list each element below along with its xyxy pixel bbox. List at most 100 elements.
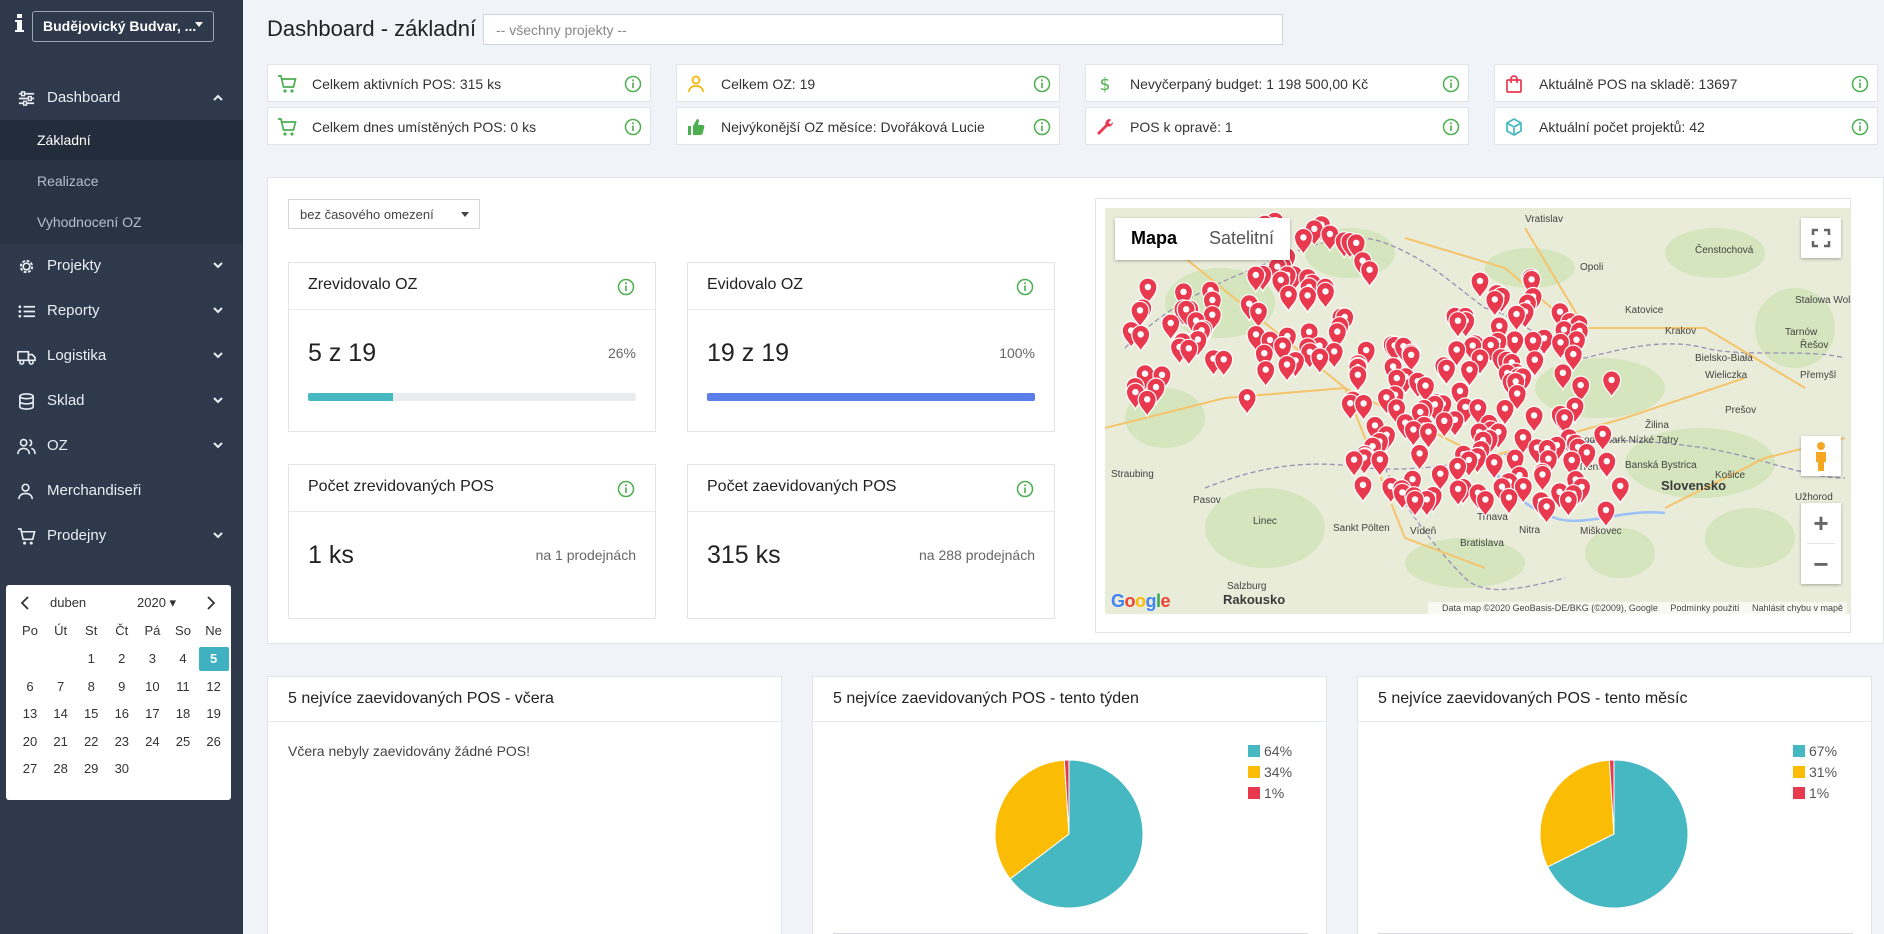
calendar-day[interactable]: 3 [148, 651, 156, 666]
nav-prodejny[interactable]: Prodejny [0, 514, 243, 559]
map-marker[interactable] [1577, 442, 1597, 472]
map-marker[interactable] [1401, 345, 1421, 374]
pie-slice[interactable] [1063, 759, 1070, 835]
map-marker[interactable] [1131, 324, 1151, 353]
calendar-day[interactable]: 29 [83, 761, 99, 776]
nav-dashboard[interactable]: Dashboard [0, 76, 243, 121]
map-marker[interactable] [1344, 450, 1364, 479]
map-marker[interactable] [1138, 277, 1158, 306]
street-view-button[interactable] [1801, 436, 1841, 476]
map-marker[interactable] [1436, 358, 1457, 387]
nav-reporty[interactable]: Reporty [0, 289, 243, 334]
map-type-mapa[interactable]: Mapa [1131, 228, 1178, 248]
map-marker[interactable] [1485, 289, 1505, 319]
map-marker[interactable] [1354, 393, 1374, 423]
info-circle-icon[interactable] [624, 118, 642, 136]
map-marker[interactable] [1403, 419, 1423, 449]
calendar-day[interactable]: 26 [206, 733, 221, 749]
calendar-day[interactable]: 4 [179, 651, 187, 666]
map-marker[interactable] [1348, 365, 1368, 394]
map-marker[interactable] [1537, 496, 1557, 526]
calendar-month[interactable]: duben [50, 595, 87, 610]
map-marker[interactable] [1360, 260, 1380, 289]
info-circle-icon[interactable] [1442, 75, 1460, 93]
legend-item[interactable]: 31% [1793, 765, 1837, 786]
map-marker[interactable] [1179, 338, 1199, 367]
map-marker[interactable] [1214, 349, 1234, 378]
map-marker[interactable] [1161, 313, 1181, 342]
map-marker[interactable] [1524, 405, 1544, 435]
calendar-day[interactable]: 21 [53, 733, 68, 749]
map-marker[interactable] [1593, 424, 1613, 453]
zoom-in-button[interactable]: + [1813, 508, 1829, 538]
map-marker[interactable] [1248, 301, 1269, 330]
google-logo[interactable]: Google [1111, 591, 1171, 611]
map-marker[interactable] [1246, 265, 1266, 294]
calendar-day[interactable]: 13 [22, 706, 38, 721]
map-marker[interactable] [1555, 407, 1575, 437]
map-marker[interactable] [1448, 479, 1468, 508]
map-marker[interactable] [1277, 354, 1297, 384]
nav-merchandiseri[interactable]: Merchandiseři [0, 469, 243, 514]
calendar-day[interactable]: 15 [83, 706, 99, 721]
map-marker[interactable] [1459, 359, 1480, 389]
chevron-right-icon[interactable] [206, 596, 216, 610]
map-marker[interactable] [1610, 476, 1630, 505]
map-marker[interactable] [1525, 350, 1545, 379]
map-marker[interactable] [1495, 398, 1515, 428]
calendar-day[interactable]: 11 [176, 678, 190, 694]
map-marker[interactable] [1597, 451, 1617, 480]
map-marker[interactable] [1370, 449, 1390, 479]
legend-item[interactable]: 64% [1248, 744, 1292, 765]
map-marker[interactable] [1553, 363, 1573, 392]
calendar-day[interactable]: 28 [53, 761, 68, 776]
calendar-day[interactable]: 2 [118, 651, 126, 666]
nav-sklad[interactable]: Sklad [0, 379, 243, 424]
map-report-link[interactable]: Nahlásit chybu v mapě [1751, 603, 1843, 613]
info-circle-icon[interactable] [1016, 480, 1034, 498]
map-marker[interactable] [1130, 300, 1150, 329]
map-marker[interactable] [1447, 340, 1467, 369]
calendar-day[interactable]: 5 [198, 647, 229, 671]
map-marker[interactable] [1602, 370, 1622, 399]
period-filter-select[interactable]: bez časového omezení [288, 199, 480, 229]
map-marker[interactable] [1448, 311, 1468, 340]
map-marker[interactable] [1320, 224, 1340, 253]
map-marker[interactable] [1484, 452, 1504, 481]
subnav-vyhodnoceni-oz[interactable]: Vyhodnocení OZ [37, 214, 142, 230]
legend-item[interactable]: 67% [1793, 744, 1837, 765]
calendar-day[interactable]: 25 [175, 733, 191, 749]
calendar-day[interactable]: 23 [114, 733, 130, 749]
map-marker[interactable] [1256, 360, 1276, 389]
calendar-year[interactable]: 2020 ▾ [137, 595, 177, 610]
map-marker[interactable] [1324, 341, 1344, 371]
map-marker[interactable] [1475, 489, 1495, 519]
info-circle-icon[interactable] [624, 75, 642, 93]
map-marker[interactable] [1563, 344, 1583, 373]
info-circle-icon[interactable] [1851, 75, 1869, 93]
map-marker[interactable] [1298, 285, 1318, 315]
nav-oz[interactable]: OZ [0, 424, 243, 469]
calendar-day[interactable]: 19 [206, 706, 221, 721]
map-marker[interactable] [1278, 284, 1299, 313]
legend-item[interactable]: 1% [1793, 786, 1837, 807]
project-filter-select[interactable]: -- všechny projekty -- [483, 14, 1283, 45]
map-marker[interactable] [1499, 487, 1519, 517]
map-marker[interactable] [1506, 304, 1527, 333]
info-circle-icon[interactable] [1016, 278, 1034, 296]
map-marker[interactable] [1558, 490, 1578, 519]
map-marker[interactable] [1137, 389, 1157, 418]
map-marker[interactable] [1293, 227, 1313, 257]
nav-logistika[interactable]: Logistika [0, 334, 243, 379]
map-marker[interactable] [1237, 387, 1257, 417]
legend-item[interactable]: 34% [1248, 765, 1292, 786]
map-marker[interactable] [1448, 456, 1468, 485]
info-circle-icon[interactable] [617, 480, 635, 498]
calendar-day[interactable]: 20 [22, 733, 38, 749]
map-marker[interactable] [1418, 422, 1439, 451]
calendar-day[interactable]: 7 [56, 678, 65, 694]
map-marker[interactable] [1315, 281, 1336, 311]
map-terms-link[interactable]: Podmínky použití [1670, 603, 1740, 613]
pie-slice[interactable] [1547, 759, 1689, 909]
